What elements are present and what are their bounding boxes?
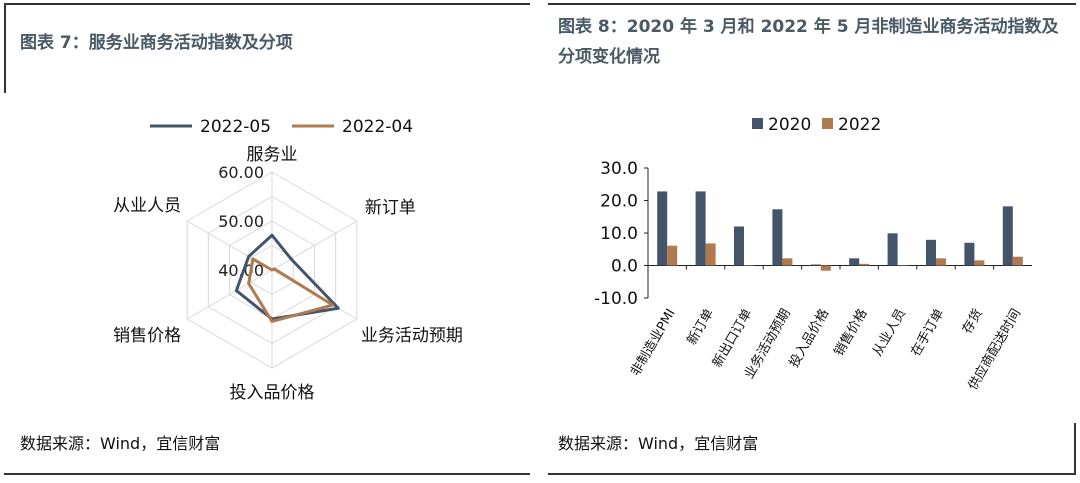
bar-2020	[849, 258, 860, 266]
bar-category-label: 销售价格	[831, 306, 871, 359]
bar-2022	[974, 260, 985, 266]
right-side-rule	[1074, 423, 1076, 475]
radar-tick-label: 60.00	[218, 163, 264, 182]
bar-2022	[820, 265, 831, 271]
left-bottom-rule	[4, 473, 530, 475]
bar-2022	[859, 263, 870, 266]
radar-legend-label: 2022-05	[200, 117, 271, 137]
bar-category-label: 新订单	[684, 306, 717, 348]
radar-axis-label: 服务业	[247, 145, 298, 165]
bar-2020	[887, 233, 898, 266]
right-bottom-rule	[548, 473, 1076, 475]
bar-2022	[1012, 256, 1023, 266]
radar-spoke	[271, 220, 358, 271]
bar-y-tick-label: 20.0	[600, 192, 638, 212]
bar-2020	[695, 191, 706, 266]
radar-axis-label: 新订单	[365, 198, 416, 218]
bar-2022	[744, 265, 754, 266]
bar-2020	[734, 226, 744, 266]
bar-legend-swatch	[822, 118, 833, 129]
right-top-rule	[548, 3, 1076, 5]
bar-2020	[772, 209, 783, 266]
radar-axis-label: 业务活动预期	[361, 326, 463, 346]
bar-legend-swatch	[752, 118, 763, 129]
left-top-rule	[4, 3, 530, 5]
bar-2022	[936, 258, 946, 266]
bar-category-label: 存货	[959, 306, 986, 337]
bar-y-tick-label: 0.0	[611, 257, 638, 277]
bar-2020	[1002, 206, 1013, 266]
bar-category-label: 从业人员	[870, 307, 909, 360]
right-data-source: 数据来源：Wind，宜信财富	[558, 434, 759, 453]
bar-2022	[782, 258, 793, 266]
radar-spoke	[186, 269, 273, 320]
radar-tick-label: 50.00	[218, 212, 264, 231]
bar-2022	[667, 245, 678, 266]
right-chart-title: 图表 8：2020 年 3 月和 2022 年 5 月非制造业商务活动指数及分项…	[558, 17, 1059, 67]
bar-y-tick-label: -10.0	[594, 289, 638, 309]
bar-category-label: 非制造业PMI	[628, 307, 678, 379]
bar-2022	[705, 243, 716, 266]
radar-axis-label: 投入品价格	[230, 383, 315, 403]
left-chart-title: 图表 7：服务业商务活动指数及分项	[20, 33, 293, 53]
bar-2020	[810, 264, 821, 266]
bar-legend-label: 2022	[838, 115, 881, 135]
bar-y-tick-label: 30.0	[600, 159, 638, 179]
radar-chart: 40.0050.0060.00服务业新订单业务活动预期投入品价格销售价格从业人员…	[113, 117, 463, 403]
bar-2022	[897, 265, 908, 266]
bar-2020	[926, 239, 936, 266]
bar-y-tick-label: 10.0	[600, 224, 638, 244]
bar-2020	[657, 191, 668, 266]
left-data-source: 数据来源：Wind，宜信财富	[20, 434, 221, 453]
radar-axis-label: 从业人员	[113, 196, 181, 216]
bar-2020	[964, 242, 975, 266]
radar-legend-label: 2022-04	[342, 117, 413, 137]
bar-legend-label: 2020	[768, 115, 811, 135]
radar-axis-label: 销售价格	[113, 326, 181, 346]
bar-category-label: 在手订单	[908, 307, 947, 360]
left-side-rule	[4, 3, 6, 93]
radar-series-2022-04	[247, 257, 335, 323]
